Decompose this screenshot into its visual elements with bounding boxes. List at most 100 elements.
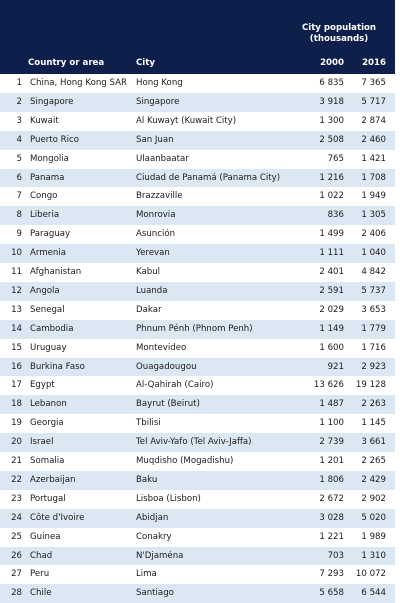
table-cell: 19	[11, 418, 22, 429]
table-cell: 24	[11, 512, 22, 523]
table-cell: Armenia	[30, 248, 67, 259]
table-cell: Singapore	[136, 96, 180, 107]
table-cell: 17	[11, 380, 22, 391]
table-cell: Monrovia	[136, 210, 176, 221]
table-cell: 13	[11, 304, 22, 315]
table-cell: China, Hong Kong SAR	[30, 78, 127, 88]
table-row: 27 Peru Lima 7 293 10 072	[0, 565, 395, 584]
table-cell: 1 216	[319, 172, 344, 183]
table-cell: 2	[16, 96, 22, 107]
table-cell: 1 149	[319, 323, 344, 334]
table-cell: Ouagadougou	[136, 361, 197, 372]
table-cell: Israel	[30, 437, 54, 448]
table-cell: 26	[11, 550, 22, 561]
table-cell: Uruguay	[30, 342, 67, 353]
table-cell: Santiago	[136, 588, 174, 599]
table-cell: 1 716	[361, 342, 386, 353]
table-cell: 25	[11, 531, 22, 542]
table-cell: Tbilisi	[136, 418, 161, 429]
table-cell: 7	[16, 191, 22, 202]
table-row: 15 Uruguay Montevideo 1 600 1 716	[0, 339, 395, 358]
table-cell: Hong Kong	[136, 78, 183, 88]
table-row: 22 Azerbaijan Baku 1 806 2 429	[0, 470, 395, 490]
table-cell: Congo	[30, 191, 58, 202]
table-cell: 3 918	[319, 96, 344, 107]
table-row: 23 Portugal Lisboa (Lisbon) 2 672 2 902	[0, 490, 395, 509]
table-row: 28 Chile Santiago 5 658 6 544	[0, 584, 395, 603]
table-cell: 18	[11, 399, 22, 410]
table-cell: 3 661	[361, 437, 386, 448]
table-cell: Lima	[136, 569, 157, 580]
table-row: 26 Chad N'Djaména 703 1 310	[0, 546, 395, 566]
table-cell: Luanda	[136, 285, 168, 296]
table-cell: 13 626	[313, 380, 344, 391]
table-cell: 2 923	[361, 361, 386, 372]
table-row: 16 Burkina Faso Ouagadougou 921 2 923	[0, 357, 395, 377]
table-cell: Chile	[30, 588, 52, 599]
table-row: 19 Georgia Tbilisi 1 100 1 145	[0, 414, 395, 433]
table-cell: 765	[327, 153, 344, 164]
table-cell: 2 874	[361, 115, 386, 126]
table-cell: Muqdisho (Mogadishu)	[136, 456, 234, 466]
table-cell: Paraguay	[30, 229, 71, 240]
table-row: 7 Congo Brazzaville 1 022 1 949	[0, 187, 395, 206]
table-cell: 2 029	[319, 304, 344, 315]
table-cell: 1 779	[361, 323, 386, 334]
table-cell: 1 949	[361, 191, 386, 202]
table-cell: 1 806	[319, 474, 344, 485]
table-cell: San Juan	[136, 134, 174, 145]
table-cell: 836	[327, 210, 344, 221]
table-row: 11 Afghanistan Kabul 2 401 4 842	[0, 263, 395, 282]
table-cell: 1 305	[361, 210, 386, 221]
table-cell: 7 293	[319, 569, 344, 580]
table-cell: 2 429	[361, 474, 386, 485]
table-cell: 20	[11, 437, 22, 448]
table-cell: 1 600	[319, 342, 344, 353]
table-row: 21 Somalia Muqdisho (Mogadishu) 1 201 2 265	[0, 452, 395, 471]
table-cell: 1 145	[361, 418, 386, 429]
table-cell: Senegal	[30, 304, 65, 315]
table-cell: 15	[11, 342, 22, 353]
table-cell: 1 487	[319, 399, 344, 410]
table-cell: Egypt	[30, 380, 55, 391]
table-row: 24 Côte d'Ivoire Abidjan 3 028 5 020	[0, 508, 395, 528]
table-cell: Liberia	[30, 210, 60, 221]
table-cell: 28	[11, 588, 22, 599]
table-cell: 1	[16, 78, 22, 88]
table-cell: 1 040	[361, 248, 386, 259]
table-row: 25 Guinea Conakry 1 221 1 989	[0, 528, 395, 547]
table-cell: 3 653	[361, 304, 386, 315]
table-cell: Brazzaville	[136, 191, 183, 202]
table-cell: 2 591	[319, 285, 344, 296]
table-row: 13 Senegal Dakar 2 029 3 653	[0, 301, 395, 320]
table-cell: 2 265	[361, 456, 386, 466]
table-cell: Asunción	[136, 229, 176, 240]
table-cell: Lisboa (Lisbon)	[136, 493, 201, 504]
table-cell: Abidjan	[136, 512, 169, 523]
table-row: 3 Kuwait Al Kuwayt (Kuwait City) 1 300 2 874	[0, 112, 395, 131]
table-cell: 1 310	[361, 550, 386, 561]
group-label: City population (thousands)	[301, 23, 377, 44]
table-cell: Burkina Faso	[30, 361, 85, 372]
table-cell: Chad	[30, 550, 53, 561]
table-row: 12 Angola Luanda 2 591 5 737	[0, 281, 395, 301]
table-cell: 1 300	[319, 115, 344, 126]
table-cell: 1 221	[319, 531, 344, 542]
table-cell: 23	[11, 493, 22, 504]
table-cell: 1 708	[361, 172, 386, 183]
table-row: 14 Cambodia Phnum Pénh (Phnom Penh) 1 149 1 …	[0, 319, 395, 339]
table-cell: Ciudad de Panamá (Panama City)	[136, 172, 281, 183]
table-cell: Angola	[30, 285, 60, 296]
table-cell: Portugal	[30, 493, 66, 504]
table-cell: Tel Aviv-Yafo (Tel Aviv-Jaffa)	[136, 437, 252, 448]
table-cell: 12	[11, 285, 22, 296]
table-cell: 16	[11, 361, 22, 372]
table-cell: N'Djaména	[136, 550, 184, 561]
table-cell: 22	[11, 474, 22, 485]
table-cell: 10 072	[355, 569, 386, 580]
table-row: 9 Paraguay Asunción 1 499 2 406	[0, 225, 395, 244]
table-cell: Peru	[30, 569, 50, 580]
table-cell: Bayrut (Beirut)	[136, 399, 200, 410]
table-cell: 5 658	[319, 588, 344, 599]
